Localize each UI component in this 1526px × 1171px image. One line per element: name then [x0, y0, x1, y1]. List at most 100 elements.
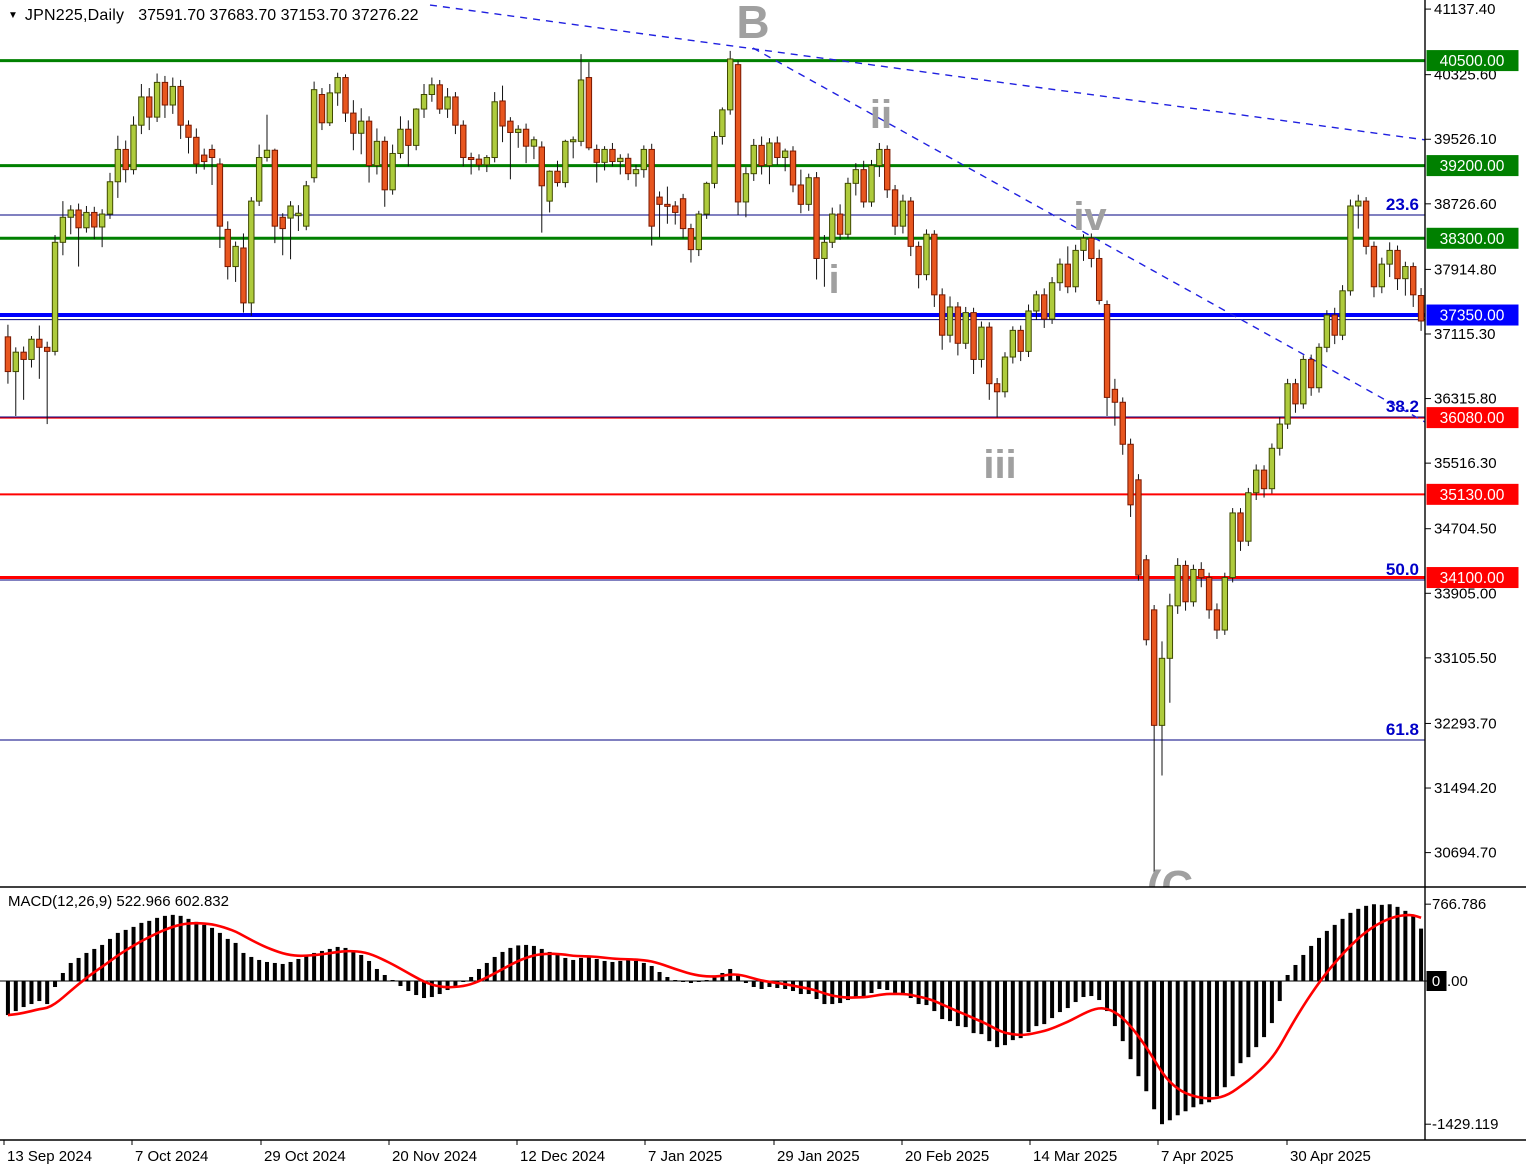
macd-panel[interactable] [0, 904, 1425, 1125]
candle-body-bear [522, 128, 530, 147]
candle [444, 88, 451, 118]
candle [1347, 199, 1354, 296]
wave-label-B: B [736, 0, 769, 48]
candle [679, 193, 687, 239]
macd-histogram-bar [1230, 981, 1235, 1077]
candle [593, 144, 600, 183]
candle-body-bull [569, 139, 577, 143]
candle [20, 346, 27, 400]
macd-histogram-bar [1152, 981, 1157, 1110]
candle-body-bull [295, 212, 302, 217]
price-axis[interactable]: 41137.4040325.6039526.1038726.6037914.80… [1425, 1, 1519, 1133]
candle [216, 158, 224, 248]
price-tick-label: 37115.30 [1434, 326, 1495, 343]
candle-body-bear [970, 312, 977, 360]
candle-body-bull [397, 128, 404, 154]
macd-histogram-bar [1097, 981, 1102, 1001]
candle [1198, 562, 1205, 588]
macd-histogram-bar [225, 938, 230, 981]
candle [373, 128, 381, 175]
candle-body-bull [358, 120, 365, 134]
macd-histogram-bar [830, 981, 835, 1005]
candle-body-bear [1213, 609, 1221, 631]
macd-histogram-bar [626, 959, 631, 981]
candle [1410, 262, 1417, 307]
candle-body-bull [106, 181, 114, 215]
macd-histogram-bar [673, 979, 678, 981]
candle [193, 128, 200, 174]
macd-histogram-bar [900, 981, 905, 995]
price-level-badge: 36080.00 [1426, 407, 1519, 429]
macd-histogram-bar [406, 981, 411, 992]
candle-body-bull [51, 241, 59, 352]
candle-body-bull [444, 96, 451, 110]
badge-label: 37350.00 [1440, 308, 1505, 325]
candle-body-bull [1174, 564, 1181, 607]
candle [1158, 641, 1166, 776]
candle-body-bear [860, 169, 867, 203]
candle [1276, 416, 1283, 456]
macd-histogram-bar [893, 981, 898, 995]
candle [986, 322, 993, 400]
candle-body-bear [1182, 564, 1189, 603]
candle [326, 84, 334, 127]
candle [695, 210, 702, 257]
macd-histogram-bar [312, 952, 317, 981]
macd-histogram-bar [995, 981, 1000, 1048]
badge-bg [1426, 227, 1519, 249]
candle-body-bull [1355, 200, 1362, 207]
trendline-1[interactable] [429, 4, 1426, 141]
candle [1315, 343, 1323, 393]
candle-body-bear [1331, 314, 1338, 336]
candle [153, 73, 161, 122]
candle-body-bear [405, 128, 412, 146]
macd-histogram-bar [29, 981, 34, 1005]
candle-body-bear [36, 338, 43, 348]
macd-histogram-bar [500, 951, 505, 981]
candle [1009, 326, 1017, 364]
macd-histogram-bar [123, 929, 128, 981]
symbol-dropdown-icon[interactable]: ▼ [8, 10, 18, 21]
candle [1260, 465, 1268, 498]
candle [530, 136, 538, 160]
candle-body-bear [475, 158, 483, 166]
date-tick-label: 20 Feb 2025 [905, 1148, 989, 1165]
candle [672, 201, 679, 225]
candle [1056, 258, 1064, 291]
price-tick-label: 39526.10 [1434, 131, 1497, 148]
candle-body-bear [1127, 443, 1134, 506]
macd-histogram-bar [5, 981, 10, 1016]
candle [1174, 558, 1181, 614]
macd-histogram-bar [296, 958, 301, 981]
candle [954, 302, 962, 356]
candle [1229, 508, 1236, 583]
date-axis[interactable]: 13 Sep 2024 7 Oct 2024 29 Oct 2024 20 Nov 2… [3, 1140, 1371, 1165]
candle-body-bull [711, 136, 718, 184]
candle [1339, 285, 1346, 341]
candle [130, 116, 137, 175]
price-level-badge: 40500.00 [1426, 50, 1519, 72]
macd-histogram-bar [390, 979, 395, 981]
macd-histogram-bar [681, 981, 686, 983]
candle [1370, 241, 1378, 298]
candle-body-bear [1135, 479, 1142, 576]
candle-body-bear [986, 326, 993, 385]
candle [75, 203, 82, 267]
macd-histogram-bar [1144, 981, 1149, 1092]
candle-body-bull [1386, 249, 1393, 265]
candle-body-bull [923, 233, 930, 276]
macd-histogram-bar [484, 962, 489, 981]
candle [420, 84, 428, 118]
candle [585, 62, 593, 151]
badge-label: 40500.00 [1440, 53, 1505, 70]
macd-histogram-bar [1159, 981, 1164, 1125]
macd-histogram-bar [319, 950, 324, 981]
candle-body-bull [1268, 447, 1276, 490]
candle [255, 144, 263, 206]
macd-histogram-bar [1199, 981, 1204, 1105]
badge-label: 35130.00 [1440, 487, 1505, 504]
candle-body-bear [1307, 358, 1315, 389]
candle [1166, 593, 1174, 703]
